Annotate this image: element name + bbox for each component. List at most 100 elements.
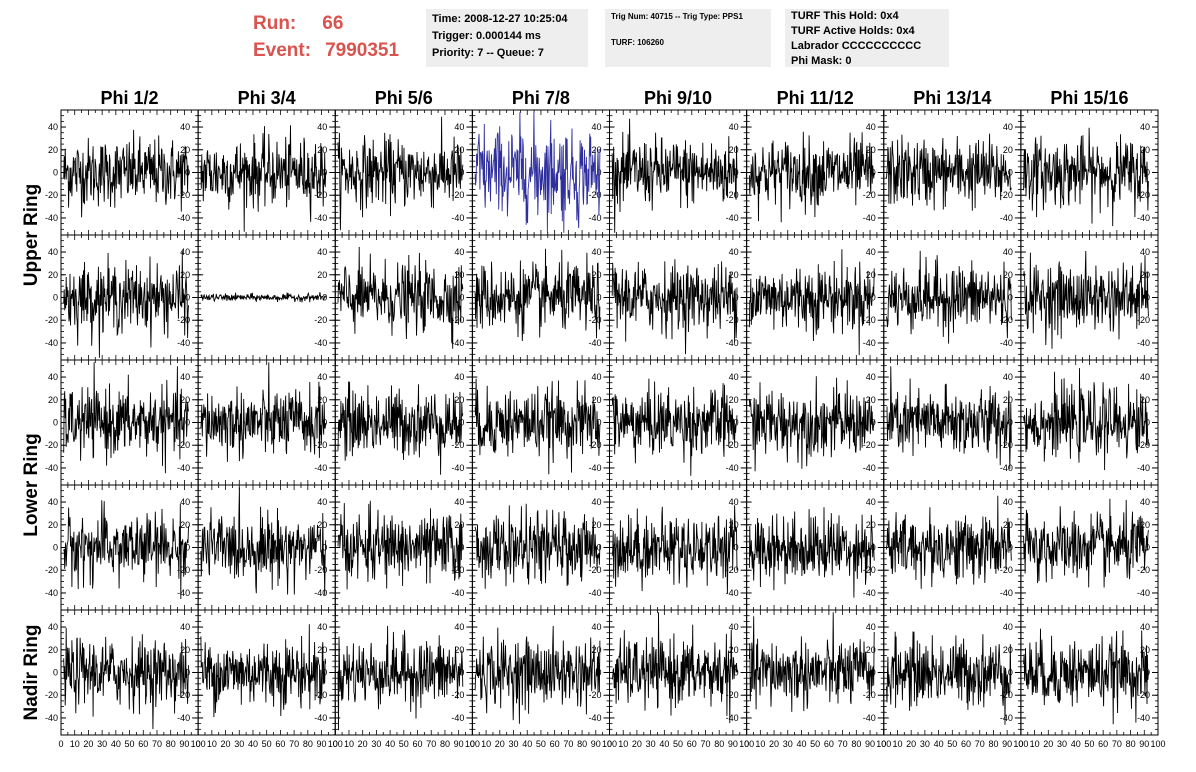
x-tick-label: 50 bbox=[125, 739, 135, 749]
y-tick-label: 0 bbox=[596, 418, 601, 428]
x-tick-label: 50 bbox=[1084, 739, 1094, 749]
y-tick-label: 40 bbox=[866, 622, 876, 632]
x-tick-label: 60 bbox=[550, 739, 560, 749]
y-tick-label: -40 bbox=[726, 588, 739, 598]
y-tick-label: 40 bbox=[180, 622, 190, 632]
time-info-box: Time: 2008-12-27 10:25:04 Trigger: 0.000… bbox=[426, 9, 588, 67]
x-tick-label: 50 bbox=[399, 739, 409, 749]
y-tick-label: -40 bbox=[588, 338, 601, 348]
y-tick-label: -40 bbox=[726, 338, 739, 348]
x-tick-label: 100 bbox=[876, 739, 891, 749]
waveform-trace bbox=[63, 500, 189, 600]
x-tick-label: 30 bbox=[234, 739, 244, 749]
trigger-text: Trigger: 0.000144 ms bbox=[432, 30, 541, 42]
y-tick-label: 20 bbox=[866, 395, 876, 405]
y-tick-label: -40 bbox=[1000, 713, 1013, 723]
y-tick-label: -20 bbox=[1137, 190, 1150, 200]
x-tick-label: 20 bbox=[632, 739, 642, 749]
y-tick-label: 0 bbox=[185, 418, 190, 428]
y-tick-label: -40 bbox=[451, 463, 464, 473]
waveform-trace bbox=[886, 250, 1012, 344]
y-tick-label: 20 bbox=[454, 145, 464, 155]
y-tick-label: -20 bbox=[1000, 690, 1013, 700]
y-tick-label: 40 bbox=[454, 122, 464, 132]
y-tick-label: -40 bbox=[45, 213, 58, 223]
y-tick-label: 20 bbox=[591, 270, 601, 280]
waveform-trace bbox=[611, 378, 738, 476]
x-tick-label: 30 bbox=[1057, 739, 1067, 749]
waveform-trace bbox=[200, 362, 327, 462]
y-tick-label: -20 bbox=[1000, 190, 1013, 200]
y-tick-label: 0 bbox=[53, 293, 58, 303]
y-tick-label: 40 bbox=[1003, 372, 1013, 382]
y-tick-label: -40 bbox=[863, 713, 876, 723]
y-tick-label: 40 bbox=[317, 497, 327, 507]
event-value: 7990351 bbox=[325, 40, 400, 61]
y-tick-label: 40 bbox=[1003, 247, 1013, 257]
waveform-trace bbox=[200, 291, 327, 303]
y-tick-label: -20 bbox=[726, 440, 739, 450]
waveform-trace bbox=[748, 131, 875, 223]
y-tick-label: -40 bbox=[1137, 713, 1150, 723]
y-tick-label: 0 bbox=[185, 293, 190, 303]
y-tick-label: 40 bbox=[866, 497, 876, 507]
y-tick-label: 0 bbox=[459, 668, 464, 678]
y-tick-label: 0 bbox=[53, 418, 58, 428]
y-tick-label: 20 bbox=[317, 270, 327, 280]
y-tick-label: -20 bbox=[726, 190, 739, 200]
x-tick-label: 80 bbox=[577, 739, 587, 749]
x-tick-label: 100 bbox=[602, 739, 617, 749]
y-tick-label: 20 bbox=[180, 520, 190, 530]
x-tick-label: 20 bbox=[83, 739, 93, 749]
y-tick-label: 40 bbox=[48, 372, 58, 382]
y-tick-label: 20 bbox=[1140, 520, 1150, 530]
x-tick-label: 0 bbox=[881, 739, 886, 749]
y-tick-label: 20 bbox=[1003, 270, 1013, 280]
y-tick-label: 20 bbox=[729, 395, 739, 405]
y-tick-label: 40 bbox=[317, 622, 327, 632]
x-tick-label: 100 bbox=[739, 739, 754, 749]
y-tick-label: 40 bbox=[729, 622, 739, 632]
y-tick-label: 20 bbox=[729, 520, 739, 530]
y-tick-label: -40 bbox=[314, 588, 327, 598]
y-tick-label: 0 bbox=[871, 293, 876, 303]
column-heading: Phi 1/2 bbox=[101, 88, 159, 108]
y-tick-label: 40 bbox=[591, 122, 601, 132]
column-heading: Phi 7/8 bbox=[512, 88, 570, 108]
x-tick-label: 0 bbox=[470, 739, 475, 749]
waveform-trace bbox=[200, 487, 327, 596]
y-tick-label: -40 bbox=[45, 588, 58, 598]
x-tick-label: 0 bbox=[607, 739, 612, 749]
y-tick-label: -40 bbox=[45, 338, 58, 348]
y-tick-label: 20 bbox=[454, 645, 464, 655]
y-tick-label: 0 bbox=[596, 543, 601, 553]
y-tick-label: -40 bbox=[314, 338, 327, 348]
y-tick-label: 40 bbox=[729, 497, 739, 507]
y-tick-label: 20 bbox=[454, 395, 464, 405]
x-tick-label: 60 bbox=[275, 739, 285, 749]
y-tick-label: -20 bbox=[45, 440, 58, 450]
column-heading: Phi 11/12 bbox=[777, 88, 854, 108]
x-tick-label: 30 bbox=[371, 739, 381, 749]
waveform-trace bbox=[886, 495, 1012, 589]
y-tick-label: -20 bbox=[1000, 440, 1013, 450]
y-tick-label: 0 bbox=[1008, 543, 1013, 553]
y-tick-label: 0 bbox=[185, 668, 190, 678]
x-tick-label: 40 bbox=[522, 739, 532, 749]
y-tick-label: -40 bbox=[451, 213, 464, 223]
y-tick-label: -40 bbox=[451, 713, 464, 723]
x-tick-label: 70 bbox=[426, 739, 436, 749]
y-tick-label: -40 bbox=[314, 463, 327, 473]
phi-mask-text: Phi Mask: 0 bbox=[791, 55, 852, 67]
y-tick-label: 20 bbox=[591, 395, 601, 405]
y-tick-label: 0 bbox=[734, 293, 739, 303]
waveform-trace bbox=[611, 612, 738, 724]
waveform-trace bbox=[337, 116, 464, 231]
column-heading: Phi 3/4 bbox=[238, 88, 296, 108]
y-tick-label: 40 bbox=[1140, 372, 1150, 382]
trig-num-text: Trig Num: 40715 -- Trig Type: PPS1 bbox=[611, 12, 743, 21]
y-tick-label: 20 bbox=[48, 645, 58, 655]
y-tick-label: -20 bbox=[314, 315, 327, 325]
y-tick-label: 20 bbox=[866, 645, 876, 655]
run-event-info: Run: 66 Event: 7990351 bbox=[253, 10, 399, 64]
